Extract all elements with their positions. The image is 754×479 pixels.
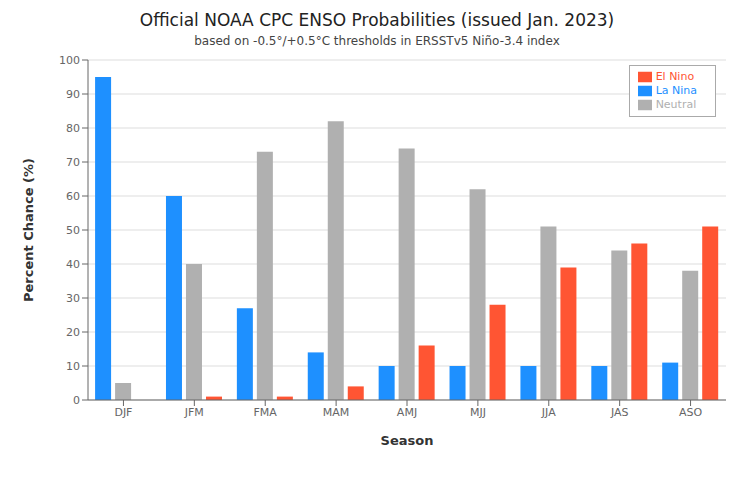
html-text:Neutral: Neutral bbox=[655, 98, 697, 111]
svg-text:JFM: JFM bbox=[184, 406, 204, 419]
svg-text:DJF: DJF bbox=[114, 406, 132, 419]
svg-text:JAS: JAS bbox=[610, 406, 629, 419]
svg-text:60: 60 bbox=[66, 190, 80, 203]
svg-text:JJA: JJA bbox=[541, 406, 556, 419]
html-text:based on -0.5°/+0.5°C threshol: based on -0.5°/+0.5°C thresholds in ERSS… bbox=[194, 34, 560, 48]
svg-text:80: 80 bbox=[66, 122, 80, 135]
svg-text:FMA: FMA bbox=[254, 406, 278, 419]
svg-text:40: 40 bbox=[66, 258, 80, 271]
svg-text:70: 70 bbox=[66, 156, 80, 169]
html-text:Official NOAA CPC ENSO Probabi: Official NOAA CPC ENSO Probabilities (is… bbox=[139, 10, 615, 30]
svg-text:0: 0 bbox=[73, 394, 80, 407]
svg-text:Season: Season bbox=[381, 433, 434, 448]
html-text:La Nina: La Nina bbox=[655, 84, 697, 97]
svg-text:MAM: MAM bbox=[323, 406, 350, 419]
svg-text:30: 30 bbox=[66, 292, 80, 305]
svg-text:ASO: ASO bbox=[679, 406, 703, 419]
svg-text:90: 90 bbox=[66, 88, 80, 101]
svg-text:AMJ: AMJ bbox=[397, 406, 417, 419]
svg-text:10: 10 bbox=[66, 360, 80, 373]
svg-text:MJJ: MJJ bbox=[470, 406, 486, 419]
html-text:El Nino: El Nino bbox=[655, 70, 695, 83]
svg-text:20: 20 bbox=[66, 326, 80, 339]
svg-text:50: 50 bbox=[66, 224, 80, 237]
svg-text:Percent Chance (%): Percent Chance (%) bbox=[21, 158, 36, 302]
svg-text:100: 100 bbox=[59, 54, 80, 67]
